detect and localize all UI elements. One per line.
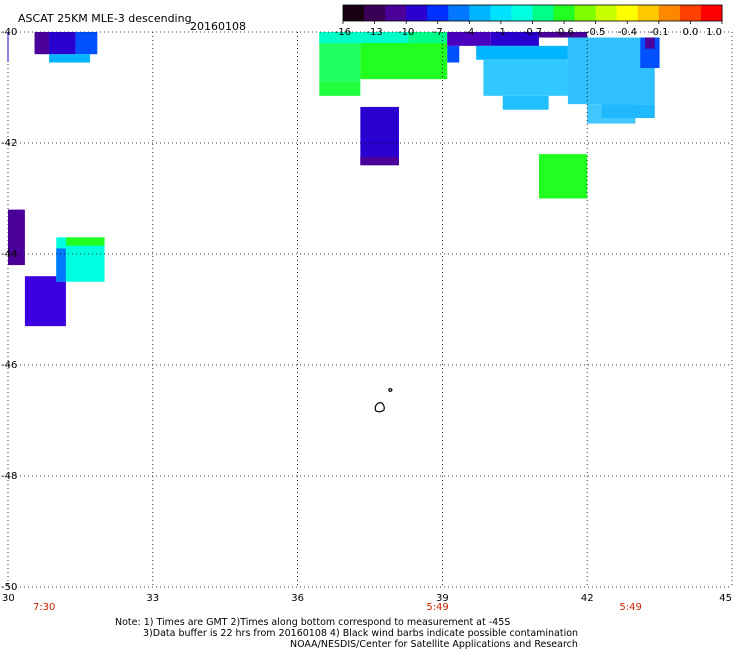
colorbar-label: -7 (433, 27, 443, 38)
data-cell (75, 32, 98, 55)
lon-label: 30 (2, 593, 15, 604)
lon-label: 45 (719, 593, 732, 604)
colorbar-swatch (427, 5, 449, 21)
data-cell (319, 32, 409, 44)
colorbar-swatch (448, 5, 470, 21)
data-cell (24, 276, 66, 327)
colorbar-label: 1.0 (706, 27, 722, 38)
lat-label: -44 (1, 249, 17, 260)
colorbar-swatch (532, 5, 555, 21)
lon-label: 42 (581, 593, 594, 604)
time-label: 5:49 (619, 602, 641, 613)
data-cell (319, 81, 361, 96)
colorbar-swatch (406, 5, 428, 21)
colorbar-swatch (553, 5, 576, 21)
colorbar-swatch (385, 5, 407, 21)
note-line-2: 3)Data buffer is 22 hrs from 20160108 4)… (143, 628, 578, 639)
colorbar-swatch (469, 5, 491, 21)
note-line-3: NOAA/NESDIS/Center for Satellite Applica… (290, 639, 578, 650)
colorbar-label: -0.5 (586, 27, 606, 38)
data-cell (645, 37, 655, 49)
data-cell (447, 32, 491, 46)
colorbar-label: 0.0 (682, 27, 698, 38)
colorbar-swatch (637, 5, 660, 21)
colorbar-label: -1 (496, 27, 506, 38)
map-title: ASCAT 25KM MLE-3 descending (18, 12, 192, 25)
data-cell (360, 156, 399, 166)
lon-label: 39 (436, 593, 449, 604)
colorbar-label: -16 (335, 27, 351, 38)
wind-data-cells (8, 32, 660, 327)
lat-label: -48 (1, 471, 17, 482)
colorbar-swatch (679, 5, 702, 21)
colorbar-swatch (658, 5, 681, 21)
colorbar-label: -13 (366, 27, 382, 38)
lat-label: -42 (1, 138, 17, 149)
map-date: 20160108 (190, 20, 246, 33)
lat-label: -50 (1, 582, 17, 593)
time-labels: 7:30 5:49 5:49 (33, 602, 642, 613)
data-cell (56, 248, 66, 282)
data-cell (538, 154, 588, 199)
latitude-labels: -40 -42 -44 -46 -48 -50 (1, 27, 17, 593)
colorbar-label: -10 (398, 27, 414, 38)
colorbar-swatch (343, 5, 365, 21)
colorbar-swatch (616, 5, 639, 21)
colorbar-swatch (574, 5, 597, 21)
colorbar-swatch (595, 5, 618, 21)
colorbar-label: -0.6 (554, 27, 574, 38)
data-cell (65, 237, 105, 246)
colorbar-swatch (364, 5, 386, 21)
data-cell (601, 104, 655, 119)
lat-lon-grid (7, 31, 733, 588)
data-cell (8, 209, 25, 266)
colorbar-label: -0.1 (649, 27, 669, 38)
colorbar: -16 -13 -10 -7 -4 -1 -0.7 -0.6 -0.5 -0.4 -0.1 0.0 1.… (335, 4, 723, 38)
longitude-labels: 30 33 36 39 42 45 (2, 593, 732, 604)
colorbar-label: -4 (464, 27, 474, 38)
data-cell (447, 45, 460, 63)
data-cell (538, 32, 588, 38)
colorbar-swatch (490, 5, 512, 21)
note-line-1: Note: 1) Times are GMT 2)Times along bot… (115, 617, 510, 628)
lat-label: -40 (1, 27, 17, 38)
lat-label: -46 (1, 360, 17, 371)
island-outline (374, 388, 393, 413)
colorbar-label: -0.7 (523, 27, 543, 38)
data-cell (49, 32, 76, 55)
data-cell (408, 32, 448, 44)
data-cell (34, 32, 50, 55)
time-label: 7:30 (33, 602, 55, 613)
data-cell (49, 54, 91, 63)
data-cell (360, 106, 399, 166)
colorbar-label: -0.4 (617, 27, 637, 38)
time-label: 5:49 (426, 602, 448, 613)
lon-label: 33 (146, 593, 159, 604)
data-cell (476, 45, 568, 60)
colorbar-swatch (700, 5, 723, 21)
data-cell (490, 32, 539, 46)
data-cell (502, 95, 549, 110)
colorbar-swatch (511, 5, 533, 21)
lon-label: 36 (291, 593, 304, 604)
